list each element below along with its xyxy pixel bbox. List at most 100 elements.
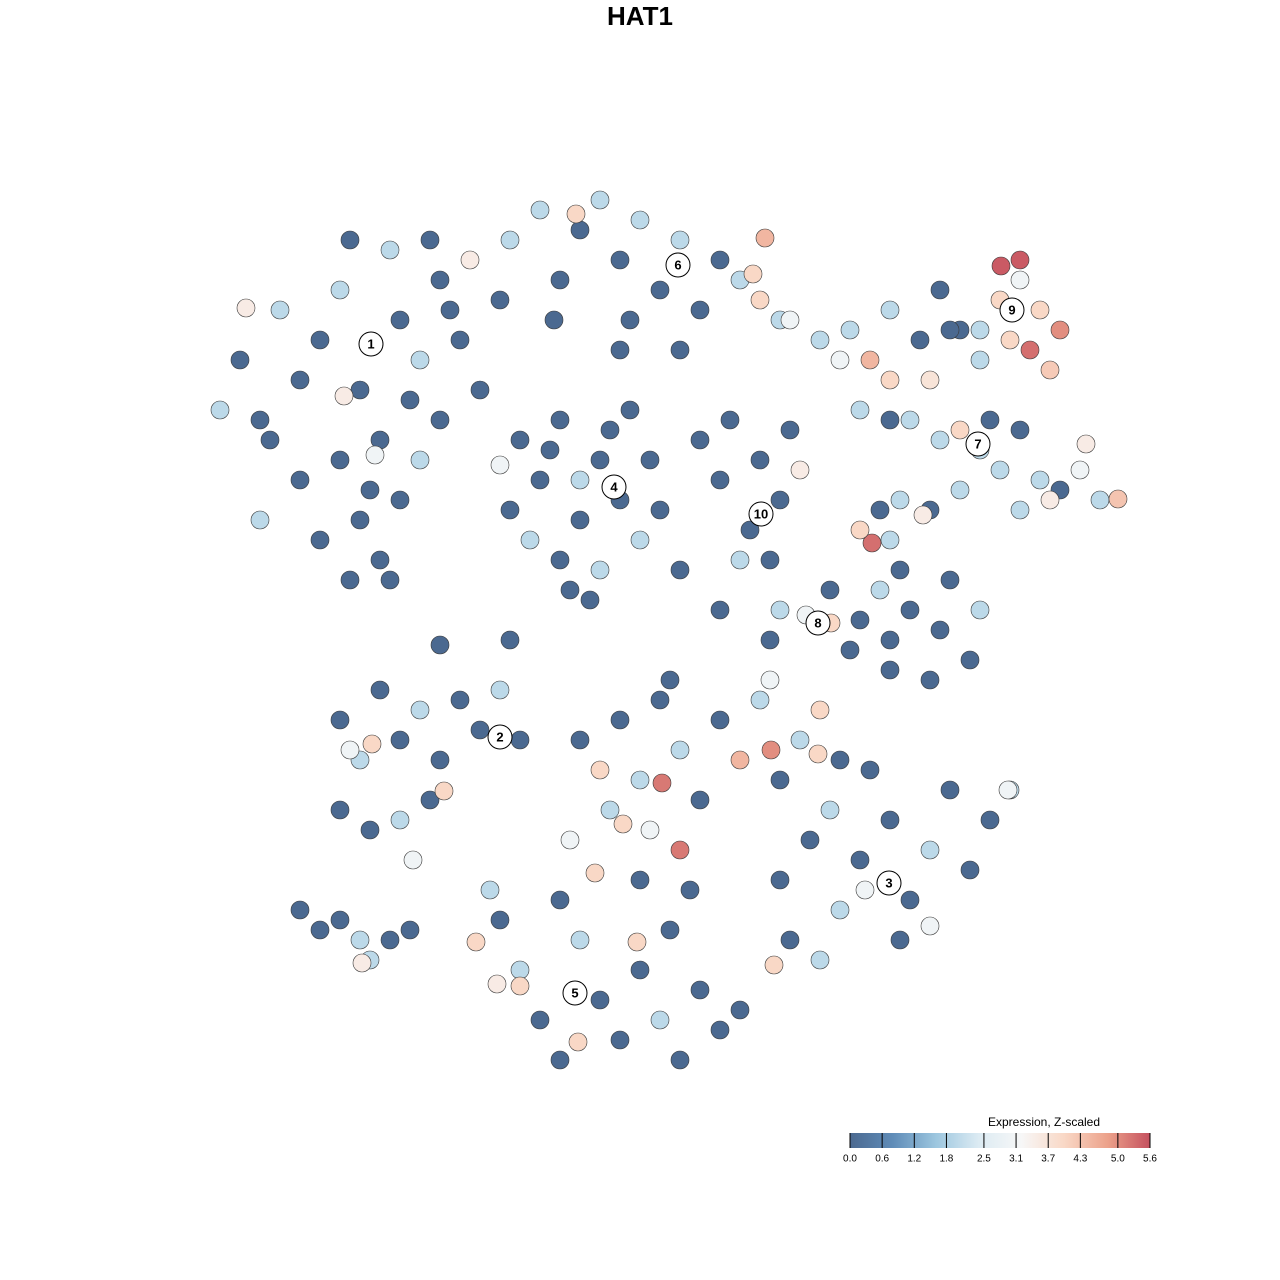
point bbox=[530, 200, 550, 220]
cluster-label: 8 bbox=[814, 615, 821, 630]
point bbox=[790, 460, 810, 480]
point bbox=[590, 190, 610, 210]
point bbox=[991, 256, 1011, 276]
point bbox=[743, 264, 763, 284]
point bbox=[920, 840, 940, 860]
point bbox=[620, 400, 640, 420]
point bbox=[880, 630, 900, 650]
cluster-label: 2 bbox=[496, 729, 503, 744]
point bbox=[530, 470, 550, 490]
cluster-label: 9 bbox=[1008, 302, 1015, 317]
point bbox=[310, 330, 330, 350]
point bbox=[380, 570, 400, 590]
point bbox=[870, 580, 890, 600]
colorbar-title: Expression, Z-scaled bbox=[988, 1115, 1100, 1129]
point bbox=[340, 740, 360, 760]
point bbox=[500, 230, 520, 250]
point bbox=[490, 680, 510, 700]
point bbox=[613, 814, 633, 834]
point bbox=[466, 932, 486, 952]
colorbar-tick-label: 0.6 bbox=[875, 1154, 889, 1165]
point bbox=[450, 330, 470, 350]
point bbox=[760, 630, 780, 650]
point bbox=[365, 445, 385, 465]
point bbox=[640, 820, 660, 840]
point bbox=[850, 850, 870, 870]
point bbox=[600, 800, 620, 820]
cluster-label: 1 bbox=[367, 336, 374, 351]
point bbox=[570, 220, 590, 240]
point bbox=[880, 810, 900, 830]
point bbox=[362, 734, 382, 754]
point bbox=[998, 780, 1018, 800]
point bbox=[430, 410, 450, 430]
point bbox=[590, 990, 610, 1010]
colorbar-tick-label: 4.3 bbox=[1073, 1154, 1087, 1165]
point bbox=[730, 750, 750, 770]
point bbox=[650, 280, 670, 300]
cluster-label: 5 bbox=[571, 985, 578, 1000]
colorbar-tick-label: 5.6 bbox=[1143, 1154, 1157, 1165]
point bbox=[566, 204, 586, 224]
point bbox=[880, 410, 900, 430]
point bbox=[290, 470, 310, 490]
point bbox=[500, 500, 520, 520]
point bbox=[350, 510, 370, 530]
point bbox=[430, 750, 450, 770]
point bbox=[1040, 490, 1060, 510]
point bbox=[650, 690, 670, 710]
point bbox=[750, 290, 770, 310]
point bbox=[1050, 320, 1070, 340]
point bbox=[850, 400, 870, 420]
point bbox=[680, 880, 700, 900]
point bbox=[600, 420, 620, 440]
point bbox=[390, 310, 410, 330]
cluster-label: 6 bbox=[674, 257, 681, 272]
point bbox=[480, 880, 500, 900]
cluster-label: 7 bbox=[974, 436, 981, 451]
point bbox=[890, 490, 910, 510]
point bbox=[490, 455, 510, 475]
point bbox=[630, 770, 650, 790]
point bbox=[487, 974, 507, 994]
point bbox=[570, 730, 590, 750]
point bbox=[330, 910, 350, 930]
point bbox=[570, 930, 590, 950]
point bbox=[670, 230, 690, 250]
colorbar-tick-label: 0.0 bbox=[843, 1154, 857, 1165]
point bbox=[810, 700, 830, 720]
point bbox=[660, 670, 680, 690]
cluster-label: 3 bbox=[885, 875, 892, 890]
point bbox=[880, 530, 900, 550]
point bbox=[770, 770, 790, 790]
point bbox=[440, 300, 460, 320]
point bbox=[920, 370, 940, 390]
point bbox=[740, 520, 760, 540]
point bbox=[400, 390, 420, 410]
point bbox=[970, 600, 990, 620]
point bbox=[720, 410, 740, 430]
point bbox=[340, 570, 360, 590]
point bbox=[236, 298, 256, 318]
point bbox=[510, 960, 530, 980]
point bbox=[570, 470, 590, 490]
point bbox=[670, 1050, 690, 1070]
cluster-badge bbox=[358, 331, 384, 357]
point bbox=[690, 980, 710, 1000]
cluster-badge bbox=[805, 610, 831, 636]
point bbox=[690, 430, 710, 450]
point bbox=[710, 470, 730, 490]
point bbox=[764, 955, 784, 975]
point bbox=[670, 560, 690, 580]
point bbox=[820, 580, 840, 600]
point bbox=[550, 550, 570, 570]
point bbox=[230, 350, 250, 370]
point bbox=[1070, 460, 1090, 480]
point bbox=[430, 635, 450, 655]
point bbox=[980, 810, 1000, 830]
point bbox=[510, 976, 530, 996]
point bbox=[690, 300, 710, 320]
point bbox=[540, 440, 560, 460]
point bbox=[630, 210, 650, 230]
